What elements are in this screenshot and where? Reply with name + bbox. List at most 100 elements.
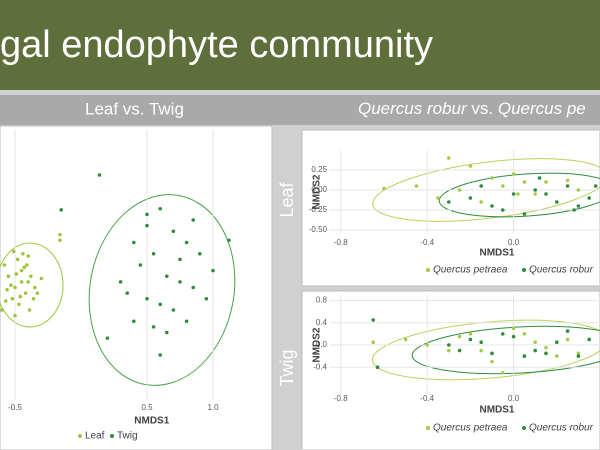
point (511, 172, 516, 176)
right-header: Quercus robur vs. Quercus pe (358, 99, 586, 118)
y-tick-label: 0.25 (311, 165, 327, 174)
point (178, 280, 182, 284)
point (533, 340, 537, 345)
point (15, 257, 20, 262)
point (479, 200, 484, 204)
y-tick-label: -0.50 (309, 225, 328, 234)
slide-title: gal endophyte community (0, 24, 433, 66)
point (10, 296, 15, 301)
y-axis-label: NMDS2 (312, 174, 323, 209)
point (555, 200, 559, 204)
point (414, 184, 419, 188)
point (125, 291, 129, 295)
point (587, 196, 591, 200)
x-tick-label: 0.0 (508, 394, 520, 403)
point (6, 274, 11, 279)
left-panel (0, 125, 273, 450)
legend-marker (78, 434, 82, 438)
point (544, 345, 548, 350)
x-axis-label: NMDS1 (479, 248, 514, 259)
point (490, 351, 494, 356)
point (587, 337, 591, 342)
point (145, 296, 149, 301)
point (501, 184, 505, 188)
point (23, 291, 28, 295)
point (29, 274, 33, 279)
x-tick-label: -0.4 (420, 238, 434, 247)
y-tick-label: 0.4 (316, 318, 328, 327)
x-tick-label: -0.5 (8, 403, 22, 412)
point (227, 238, 231, 243)
point (97, 173, 102, 177)
point (511, 192, 516, 196)
point (5, 287, 9, 292)
point (138, 263, 143, 267)
x-tick-label: -0.8 (334, 394, 348, 403)
left-header: Leaf vs. Twig (85, 99, 184, 118)
point (191, 218, 195, 222)
point (371, 340, 376, 345)
y-axis-label: NMDS2 (312, 327, 323, 362)
point (544, 351, 548, 356)
point (533, 188, 537, 192)
point (35, 291, 40, 295)
point (33, 285, 37, 290)
point (511, 326, 516, 331)
header-band (0, 95, 600, 125)
point (490, 176, 494, 180)
point (151, 251, 156, 256)
header-part: Quercus robur (358, 99, 468, 118)
point (537, 176, 542, 180)
point (59, 208, 63, 212)
point (436, 196, 440, 200)
point (198, 251, 202, 256)
point (158, 302, 162, 307)
legend-label: Quercus robur (529, 423, 594, 434)
point (468, 164, 473, 168)
point (39, 276, 44, 281)
point (27, 308, 32, 312)
point (522, 354, 527, 358)
point (145, 212, 149, 217)
point (14, 272, 19, 276)
point (132, 240, 136, 245)
y-tick-label: -0.25 (309, 205, 328, 214)
point (572, 208, 576, 212)
point (447, 156, 451, 160)
point (457, 348, 462, 353)
point (457, 334, 462, 339)
x-axis-label: NMDS1 (134, 416, 169, 427)
point (31, 296, 36, 301)
point (447, 348, 451, 353)
point (593, 184, 598, 188)
point (26, 254, 31, 258)
point (447, 343, 451, 347)
point (490, 359, 494, 364)
point (522, 332, 527, 336)
x-tick-label: 0.5 (141, 403, 153, 412)
ellipse (411, 325, 600, 375)
point (371, 318, 376, 322)
header-part: Quercus pe (498, 99, 586, 118)
point (19, 268, 24, 273)
point (576, 188, 581, 192)
point (0, 308, 4, 312)
point (184, 319, 189, 324)
point (544, 180, 548, 184)
legend-label: Leaf (85, 431, 105, 442)
point (479, 348, 484, 353)
ellipse (438, 172, 600, 218)
point (211, 268, 215, 273)
legend-label: Twig (117, 431, 138, 442)
point (3, 299, 8, 303)
point (533, 192, 537, 196)
point (9, 283, 13, 288)
point (468, 196, 473, 200)
point (118, 280, 123, 284)
legend-marker (426, 268, 430, 272)
point (13, 313, 17, 318)
point (576, 351, 581, 356)
point (58, 232, 62, 237)
ellipse (372, 158, 600, 222)
